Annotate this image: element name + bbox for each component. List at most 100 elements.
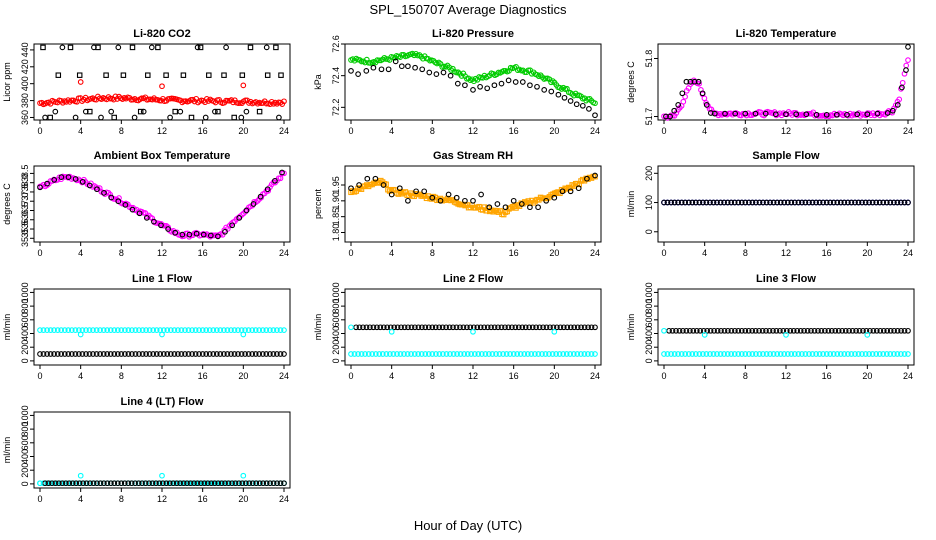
data-point [592, 324, 598, 331]
y-tick-label: 51.7 [644, 108, 654, 126]
data-point [581, 324, 588, 331]
data-point [905, 327, 911, 334]
data-point [49, 480, 55, 487]
data-point [76, 351, 82, 357]
data-point [370, 64, 377, 71]
data-point [763, 351, 770, 357]
data-point [710, 351, 717, 357]
data-point [457, 351, 464, 357]
data-point [828, 327, 835, 334]
data-point [129, 327, 135, 333]
data-point [464, 324, 470, 331]
data-point [189, 327, 195, 333]
y-tick-label: 36.5 [20, 202, 30, 220]
x-tick-label: 4 [78, 371, 83, 381]
data-point [42, 114, 48, 121]
x-tick-label: 4 [389, 371, 394, 381]
data-point [556, 351, 563, 357]
x-tick-label: 24 [279, 494, 289, 504]
data-point [791, 199, 798, 206]
x-tick-label: 20 [862, 126, 872, 136]
series-1 [661, 199, 911, 206]
data-point [159, 331, 165, 338]
series-group [37, 44, 287, 121]
y-tick-label: 37.0 [20, 192, 30, 210]
data-point [491, 324, 498, 331]
data-point [799, 351, 805, 357]
data-point [788, 199, 795, 206]
data-point [474, 324, 481, 331]
data-point [37, 480, 43, 487]
data-point [707, 351, 713, 357]
data-point [834, 351, 841, 357]
data-point [454, 80, 461, 87]
y-tick-label: 35.5 [20, 220, 30, 238]
data-point [692, 351, 699, 357]
data-point [376, 57, 382, 64]
data-point [880, 351, 887, 357]
data-point [891, 351, 897, 357]
data-point [111, 327, 118, 333]
data-point [845, 199, 851, 206]
data-point [408, 351, 414, 357]
data-point [263, 327, 270, 333]
data-point [883, 351, 890, 357]
data-point [221, 327, 227, 333]
data-point [380, 324, 387, 331]
data-point [539, 351, 545, 357]
data-point [245, 351, 252, 357]
data-point [735, 327, 742, 334]
data-point [377, 324, 384, 331]
data-point [215, 108, 221, 115]
data-point [852, 351, 858, 357]
data-point [724, 199, 731, 206]
data-point [517, 351, 524, 357]
data-point [668, 351, 674, 357]
data-point [864, 332, 871, 338]
data-point [40, 351, 47, 357]
data-point [229, 222, 236, 229]
data-point [79, 178, 86, 185]
data-point [413, 188, 419, 195]
data-point [787, 327, 794, 334]
data-point [143, 327, 149, 333]
y-tick-label: 1000 [20, 405, 30, 425]
data-point [246, 480, 253, 487]
data-point [358, 351, 365, 357]
data-point [153, 480, 159, 487]
data-point [450, 324, 456, 331]
data-point [891, 199, 897, 206]
y-axis-label: ml/min [626, 314, 636, 341]
data-point [738, 351, 745, 357]
data-point [510, 197, 517, 204]
data-point [756, 327, 762, 334]
data-point [83, 327, 89, 333]
data-point [699, 90, 706, 97]
data-point [883, 199, 890, 206]
data-point [415, 324, 422, 331]
data-point [551, 194, 558, 201]
data-point [72, 327, 79, 333]
data-point [462, 197, 468, 204]
data-point [202, 114, 209, 121]
data-point [759, 327, 766, 334]
y-tick-label: 1000 [20, 282, 30, 302]
data-point [108, 194, 115, 201]
data-point [718, 327, 724, 334]
data-point [151, 218, 157, 225]
data-point [495, 324, 501, 331]
data-point [731, 351, 738, 357]
data-point [394, 324, 401, 331]
data-point [770, 199, 777, 206]
x-tick-label: 16 [198, 371, 208, 381]
data-point [131, 114, 138, 121]
x-tick-label: 16 [822, 126, 832, 136]
data-point [728, 199, 735, 206]
data-point [61, 327, 68, 333]
data-point [107, 327, 114, 333]
data-point [678, 199, 685, 206]
x-tick-label: 8 [743, 371, 748, 381]
data-point [475, 351, 482, 357]
data-point [422, 324, 429, 331]
data-point [104, 351, 111, 357]
